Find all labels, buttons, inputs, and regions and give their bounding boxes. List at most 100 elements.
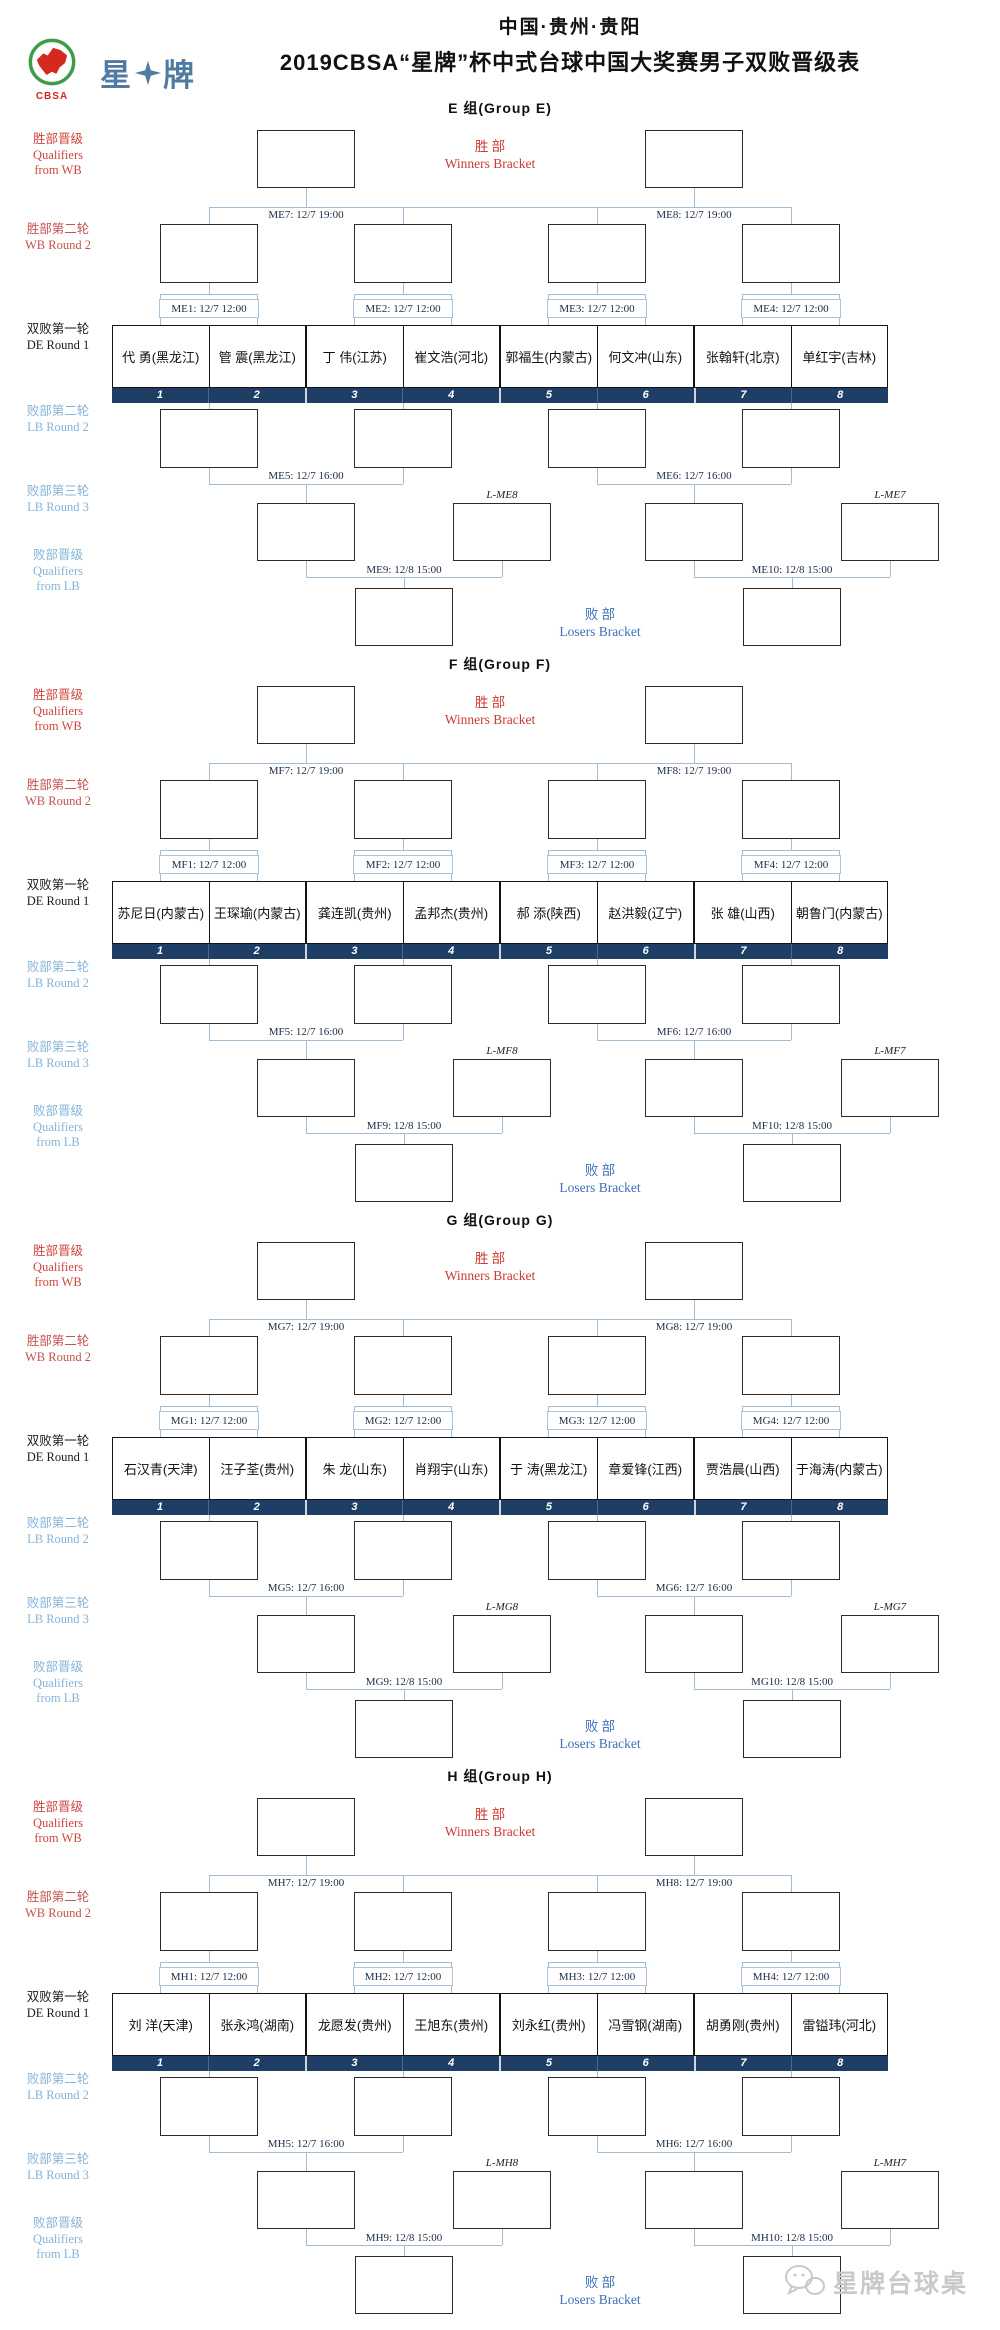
match-label: MH2: 12/7 12:00 — [353, 1967, 453, 1986]
label-line-en: from LB — [36, 2247, 80, 2261]
label-line-cn: 胜 部 — [474, 695, 506, 710]
player-pair: 石汉青(天津) 汪子荃(贵州) — [112, 1437, 306, 1500]
seed-band: 1 2 3 4 5 6 7 8 — [112, 388, 888, 403]
match-label: MG7: 12/7 19:00 — [267, 1321, 345, 1333]
lb-round3-box-1 — [257, 1059, 355, 1117]
bracket-connector — [305, 484, 307, 503]
bracket-connector — [889, 2229, 891, 2245]
label-line-en: Qualifiers — [33, 1259, 83, 1274]
lb-round3-box-3 — [645, 503, 743, 561]
row-label-lb-round3: 败部第三轮 LB Round 3 — [0, 484, 116, 515]
lb-round3-box-1 — [257, 2171, 355, 2229]
bracket-connector — [889, 1117, 891, 1133]
wb-qualifier-box-2 — [645, 686, 743, 744]
label-line-en: DE Round 1 — [26, 337, 90, 352]
match-label: ME4: 12/7 12:00 — [741, 299, 841, 318]
bracket-connector — [208, 763, 210, 780]
loser-source-label: L-MF7 — [874, 1045, 906, 1057]
row-label-wb-round2: 胜部第二轮 WB Round 2 — [0, 1890, 116, 1921]
bracket-connector — [596, 2136, 598, 2152]
wb-round2-box-4 — [742, 780, 840, 839]
bracket-connector — [693, 1040, 695, 1059]
lb-round3-box-2 — [453, 1615, 551, 1673]
row-label-lb-qualifiers: 败部晋级 Qualifiers from LB — [0, 548, 116, 595]
label-line-cn: 败部晋级 — [32, 1104, 83, 1118]
bracket-connector — [548, 1962, 645, 1963]
player-cell: 张翰轩(北京) — [705, 350, 780, 365]
player-cell: 章爱锋(江西) — [596, 1438, 694, 1499]
label-line-cn: 败 部 — [584, 1719, 616, 1734]
match-label: MF1: 12/7 12:00 — [159, 855, 259, 874]
label-line-en: from LB — [36, 579, 80, 593]
bracket-connector — [596, 2071, 598, 2077]
player-cell: 管 震(黑龙江) — [208, 326, 306, 387]
label-line-cn: 胜 部 — [474, 1807, 506, 1822]
loser-source-label: L-MF8 — [486, 1045, 518, 1057]
winners-bracket-label: 胜 部 Winners Bracket — [390, 694, 590, 728]
wb-round2-box-1 — [160, 224, 258, 283]
player-cell: 龚连凯(贵州) — [317, 906, 392, 921]
player-cell: 龙愿发(贵州) — [317, 2018, 392, 2033]
lb-round3-box-2 — [453, 503, 551, 561]
wb-round2-box-2 — [354, 1892, 452, 1951]
seed-cell: 5 — [499, 2056, 597, 2071]
bracket-connector — [790, 839, 792, 850]
bracket-connector — [693, 744, 695, 763]
bracket-connector — [354, 294, 451, 295]
bracket-connector — [305, 1040, 307, 1059]
bracket-connector — [402, 839, 404, 850]
label-line-cn: 败部第二轮 — [26, 1516, 90, 1530]
match-label: ME8: 12/7 19:00 — [656, 209, 732, 221]
lb-round2-box-2 — [354, 965, 452, 1024]
bracket-connector — [402, 207, 404, 224]
bracket-connector — [596, 1875, 598, 1892]
row-label-wb-round2: 胜部第二轮 WB Round 2 — [0, 778, 116, 809]
bracket-connector — [693, 188, 695, 207]
wb-round2-box-3 — [548, 1336, 646, 1395]
bracket-connector — [548, 850, 645, 851]
label-line-cn: 败 部 — [584, 2275, 616, 2290]
match-label: MF2: 12/7 12:00 — [353, 855, 453, 874]
match-label: ME5: 12/7 16:00 — [268, 470, 344, 482]
lb-round2-box-4 — [742, 2077, 840, 2136]
label-line-en: Winners Bracket — [444, 1268, 536, 1283]
label-line-en: Qualifiers — [33, 563, 83, 578]
match-label: MG3: 12/7 12:00 — [547, 1411, 647, 1430]
bracket-connector — [693, 1117, 695, 1133]
lb-round2-box-4 — [742, 409, 840, 468]
seed-cell: 3 — [304, 944, 403, 959]
wb-qualifier-box-1 — [257, 1798, 355, 1856]
bracket-connector — [790, 1395, 792, 1406]
bracket-connector — [305, 2229, 307, 2245]
match-label: MG5: 12/7 16:00 — [267, 1582, 345, 1594]
label-line-en: from LB — [36, 1135, 80, 1149]
bracket-connector — [305, 1300, 307, 1319]
player-cell: 肖翔宇(山东) — [402, 1438, 500, 1499]
lb-round2-box-4 — [742, 1521, 840, 1580]
lb-qualifier-box-1 — [355, 2256, 453, 2314]
seed-cell: 4 — [402, 388, 499, 403]
player-cell: 单红宇(吉林) — [790, 326, 888, 387]
bracket-connector — [791, 1689, 793, 1700]
match-label: MG6: 12/7 16:00 — [655, 1582, 733, 1594]
player-pair: 龚连凯(贵州) 孟邦杰(贵州) — [306, 881, 500, 944]
losers-bracket-label: 败 部 Losers Bracket — [500, 606, 700, 640]
player-pair: 苏尼日(内蒙古) 王琛瑜(内蒙古) — [112, 881, 306, 944]
player-cell: 刘 洋(天津) — [128, 2018, 193, 2033]
bracket-connector — [208, 959, 210, 965]
wb-round2-box-2 — [354, 224, 452, 283]
bracket-connector — [693, 2229, 695, 2245]
label-line-en: LB Round 2 — [27, 2087, 89, 2102]
match-label: MH9: 12/8 15:00 — [365, 2232, 443, 2244]
label-line-cn: 败部晋级 — [32, 548, 83, 562]
bracket-connector — [305, 2152, 307, 2171]
bracket-connector — [596, 1319, 598, 1336]
group-title: H 组(Group H) — [447, 1768, 553, 1784]
wb-qualifier-box-1 — [257, 686, 355, 744]
label-line-cn: 双败第一轮 — [26, 878, 90, 892]
wb-qualifier-box-1 — [257, 1242, 355, 1300]
bracket-connector — [693, 561, 695, 577]
player-pair: 贾浩晨(山西) 于海涛(内蒙古) — [694, 1437, 888, 1500]
bracket-connector — [305, 1117, 307, 1133]
lb-qualifier-box-1 — [355, 1700, 453, 1758]
